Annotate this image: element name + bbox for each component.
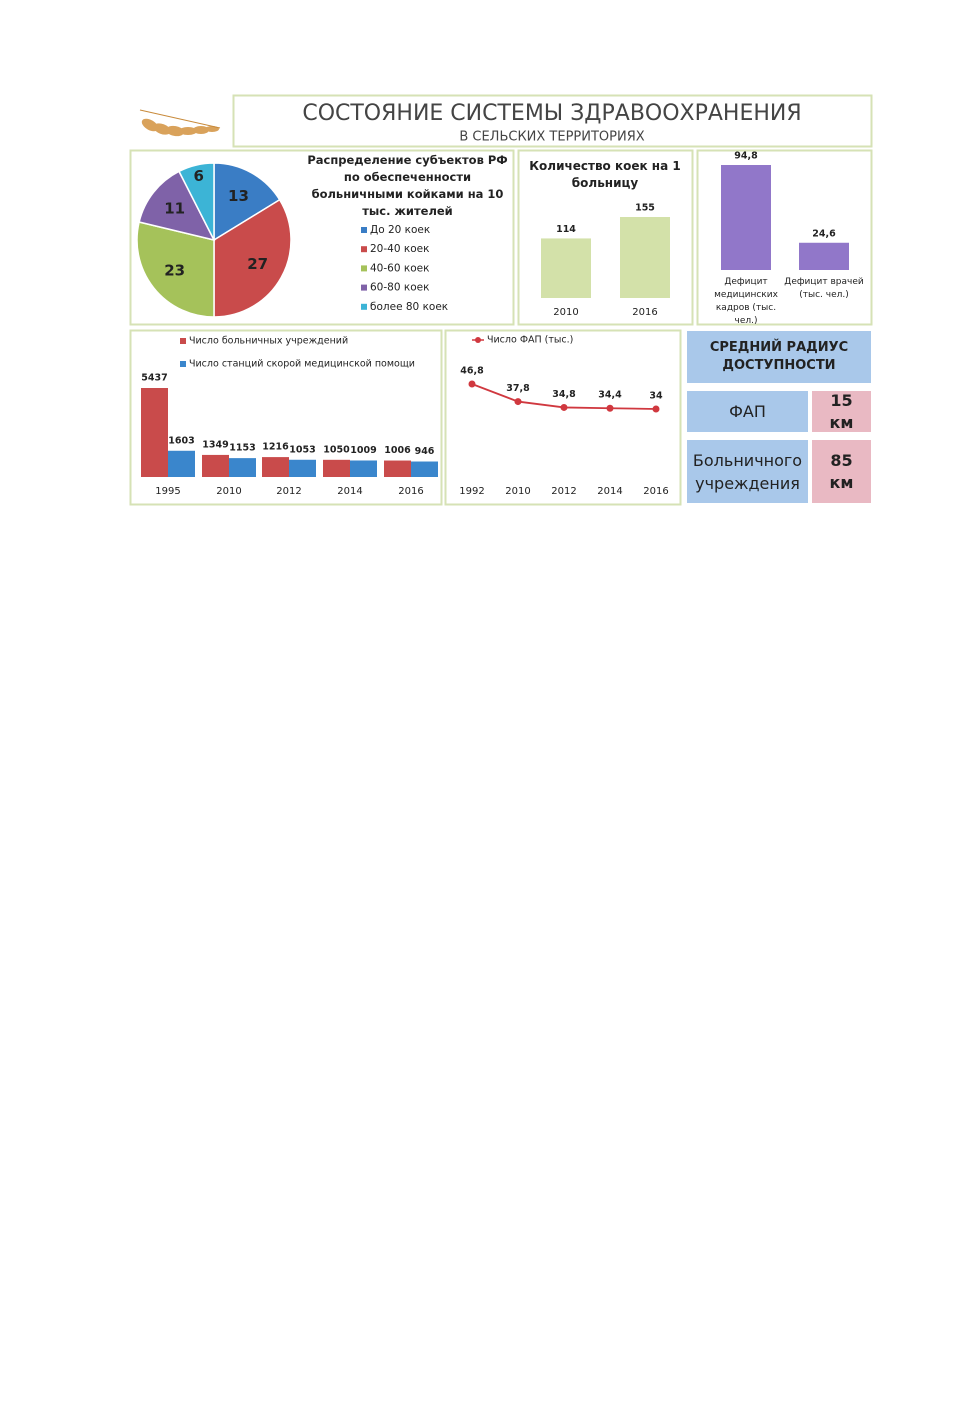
wheat-icon (139, 109, 221, 137)
bar (541, 238, 591, 298)
slice-label: 27 (247, 255, 268, 273)
legend-label: 60-80 коек (370, 282, 429, 294)
bar (262, 457, 289, 477)
value-label: 1006 (384, 445, 411, 456)
bar (289, 459, 316, 477)
legend-label: До 20 коек (370, 224, 430, 236)
value-label: 94,8 (734, 151, 758, 162)
value-label: 34,8 (552, 389, 576, 400)
legend-marker (475, 337, 481, 343)
title: СОСТОЯНИЕ СИСТЕМЫ ЗДРАВООХРАНЕНИЯ (302, 101, 801, 126)
slice-label: 11 (164, 200, 185, 218)
legend-swatch (361, 265, 367, 272)
x-tick-label: 2016 (398, 486, 423, 497)
value-label: 1349 (202, 439, 228, 450)
slice-label: 13 (228, 187, 249, 205)
access-label: Больничного учреждения (687, 440, 808, 503)
value-label: 34,4 (598, 390, 622, 401)
pie-slice (178, 162, 215, 241)
x-tick-label: 2012 (551, 486, 576, 497)
legend-swatch (180, 361, 186, 367)
bar (141, 388, 168, 477)
access-title: СРЕДНИЙ РАДИУС ДОСТУПНОСТИ (687, 331, 871, 383)
value-label: 24,6 (812, 228, 836, 239)
point (560, 403, 568, 411)
x-tick-label: Дефицит медицинских кадров (тыс. чел.) (714, 277, 778, 326)
value-label: 46,8 (460, 366, 484, 377)
legend-label: более 80 коек (370, 301, 448, 313)
chart-title: Количество коек на 1 больницу (529, 159, 681, 190)
point (606, 404, 614, 412)
subtitle: В СЕЛЬСКИХ ТЕРРИТОРИЯХ (459, 130, 644, 145)
value-label: 37,8 (506, 383, 530, 394)
panel-frames (129, 149, 873, 506)
chart-title: Распределение субъектов РФ по обеспеченн… (307, 153, 508, 218)
x-tick-label: 2010 (553, 307, 578, 318)
x-tick-label: 2010 (505, 486, 530, 497)
bar (620, 217, 670, 298)
value-label: 1009 (350, 445, 376, 456)
access-value: 85 км (812, 440, 871, 503)
header-frame (232, 94, 873, 148)
pie-slice (136, 221, 215, 318)
bar (411, 461, 438, 477)
bar (168, 450, 195, 477)
legend-swatch (361, 246, 367, 253)
value-label: 34 (649, 391, 663, 402)
pie-slice (138, 170, 216, 242)
value-label: 1153 (229, 443, 255, 454)
x-tick-label: 2012 (276, 486, 301, 497)
legend-swatch (180, 338, 186, 344)
slice-label: 6 (194, 167, 204, 185)
value-label: 114 (556, 224, 576, 235)
legend-label: 40-60 коек (370, 262, 429, 274)
slice-label: 23 (164, 261, 185, 279)
x-tick-label: 2014 (597, 486, 622, 497)
point (468, 380, 476, 388)
x-tick-label: Дефицит врачей (тыс. чел.) (784, 277, 864, 300)
bar (721, 165, 771, 270)
bar (229, 458, 256, 477)
x-tick-label: 1995 (155, 486, 180, 497)
value-label: 5437 (141, 373, 167, 384)
x-tick-label: 1992 (459, 486, 484, 497)
bar (202, 454, 229, 477)
legend-label: 20-40 коек (370, 243, 429, 255)
bar (799, 242, 849, 270)
pie-slice (213, 198, 292, 318)
legend-swatch (361, 227, 367, 233)
x-tick-label: 2016 (643, 486, 668, 497)
value-label: 1603 (168, 435, 194, 446)
value-label: 1216 (262, 442, 289, 453)
access-label: ФАП (687, 391, 808, 432)
value-label: 155 (635, 203, 655, 214)
bar (323, 459, 350, 477)
legend-swatch (361, 284, 367, 291)
x-tick-label: 2010 (216, 486, 241, 497)
legend-label: Число станций скорой медицинской помощи (189, 359, 415, 370)
pie-slice (213, 162, 281, 242)
point (514, 398, 522, 406)
value-label: 1050 (323, 444, 350, 455)
access-value: 15 км (812, 391, 871, 432)
value-label: 1053 (289, 444, 315, 455)
value-label: 946 (415, 446, 435, 457)
legend-label: Число больничных учреждений (189, 336, 348, 347)
bar (384, 460, 411, 477)
x-tick-label: 2014 (337, 486, 362, 497)
point (652, 405, 660, 413)
legend-label: Число ФАП (тыс.) (487, 335, 573, 346)
x-tick-label: 2016 (632, 307, 657, 318)
legend-swatch (361, 303, 367, 310)
bar (350, 460, 377, 477)
